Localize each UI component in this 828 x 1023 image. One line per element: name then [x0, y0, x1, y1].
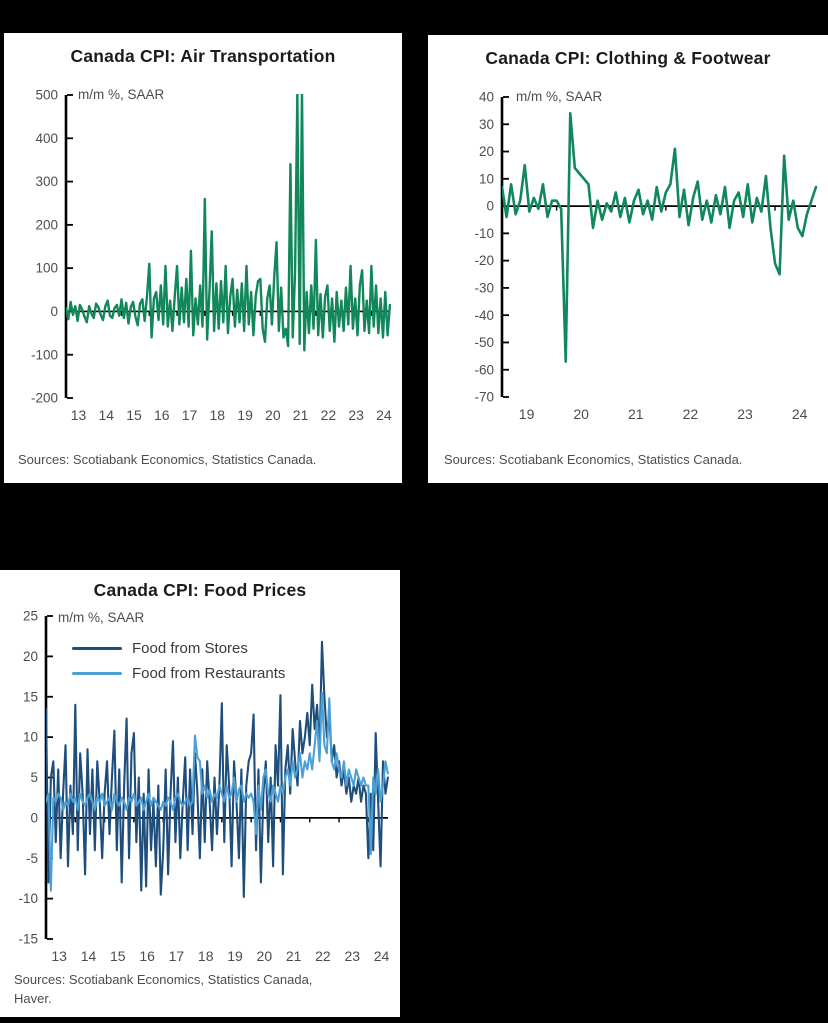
svg-text:15: 15 — [110, 948, 126, 964]
svg-text:19: 19 — [519, 406, 535, 422]
svg-text:-20: -20 — [474, 253, 494, 268]
clothing-footwear-panel: Canada CPI: Clothing & Footwear 40 30 20 10… — [428, 35, 828, 483]
svg-text:14: 14 — [98, 407, 114, 423]
legend: Food from Stores Food from Restaurants — [72, 636, 285, 686]
svg-text:21: 21 — [293, 407, 309, 423]
svg-text:0: 0 — [486, 199, 494, 214]
svg-text:13: 13 — [51, 948, 67, 964]
svg-text:24: 24 — [374, 948, 390, 964]
unit-label: m/m %, SAAR — [58, 610, 145, 625]
svg-text:0: 0 — [50, 304, 58, 319]
svg-text:-10: -10 — [474, 226, 494, 241]
svg-text:400: 400 — [35, 131, 58, 146]
food-restaurants-line-swatch — [72, 671, 122, 676]
svg-text:16: 16 — [154, 407, 170, 423]
legend-label: Food from Restaurants — [132, 665, 286, 682]
svg-text:20: 20 — [265, 407, 281, 423]
unit-label: m/m %, SAAR — [78, 87, 165, 102]
svg-text:20: 20 — [23, 649, 38, 664]
svg-text:-10: -10 — [18, 891, 38, 906]
svg-text:13: 13 — [71, 407, 87, 423]
svg-text:40: 40 — [479, 90, 494, 105]
chart-title: Canada CPI: Air Transportation — [70, 46, 336, 66]
food-prices-panel: Canada CPI: Food Prices 25 20 15 10 5 0 -5 -10 -… — [0, 570, 400, 1017]
svg-text:18: 18 — [210, 407, 226, 423]
food-stores-line-swatch — [72, 646, 122, 651]
svg-text:16: 16 — [139, 948, 155, 964]
svg-text:-60: -60 — [474, 362, 494, 377]
chart-title: Canada CPI: Food Prices — [93, 580, 307, 600]
svg-text:19: 19 — [227, 948, 243, 964]
air-transportation-chart: 500 400 300 200 100 0 -100 -200 13 14 15 16 17 18 19 20… — [31, 88, 392, 423]
svg-text:23: 23 — [344, 948, 360, 964]
svg-text:22: 22 — [321, 407, 337, 423]
chart-title: Canada CPI: Clothing & Footwear — [485, 48, 771, 68]
svg-text:-5: -5 — [26, 851, 38, 866]
svg-text:20: 20 — [257, 948, 273, 964]
svg-text:-200: -200 — [31, 391, 58, 406]
source-text: Sources: Scotiabank Economics, Statistic… — [444, 452, 743, 468]
svg-text:15: 15 — [126, 407, 142, 423]
svg-text:24: 24 — [792, 406, 808, 422]
svg-text:21: 21 — [628, 406, 644, 422]
svg-text:23: 23 — [348, 407, 364, 423]
svg-text:300: 300 — [35, 174, 58, 189]
source-text: Sources: Scotiabank Economics, Statistic… — [18, 452, 317, 468]
air-transportation-panel: Canada CPI: Air Transportation 500 400 300… — [4, 33, 402, 483]
svg-text:22: 22 — [315, 948, 331, 964]
svg-text:23: 23 — [737, 406, 753, 422]
svg-text:21: 21 — [286, 948, 302, 964]
svg-text:-15: -15 — [18, 932, 38, 947]
svg-text:30: 30 — [479, 117, 494, 132]
svg-text:500: 500 — [35, 88, 58, 103]
svg-text:18: 18 — [198, 948, 214, 964]
svg-text:25: 25 — [23, 609, 38, 624]
svg-text:-50: -50 — [474, 335, 494, 350]
svg-text:24: 24 — [376, 407, 392, 423]
svg-text:22: 22 — [683, 406, 699, 422]
clothing-footwear-chart: 40 30 20 10 0 -10 -20 -30 -40 -50 -60 -70 19 20 21 22 23… — [474, 90, 818, 422]
svg-text:10: 10 — [479, 171, 494, 186]
svg-text:-30: -30 — [474, 281, 494, 296]
svg-text:-70: -70 — [474, 390, 494, 405]
source-text: Sources: Scotiabank Economics, Statistic… — [14, 972, 313, 1007]
svg-text:15: 15 — [23, 689, 38, 704]
svg-text:17: 17 — [169, 948, 185, 964]
unit-label: m/m %, SAAR — [516, 89, 603, 104]
svg-text:100: 100 — [35, 261, 58, 276]
svg-text:20: 20 — [479, 144, 494, 159]
svg-text:-40: -40 — [474, 308, 494, 323]
food-prices-chart: 25 20 15 10 5 0 -5 -10 -15 13 14 15 16 17 18 19 20 21 22 23… — [18, 609, 390, 964]
svg-text:19: 19 — [237, 407, 253, 423]
legend-label: Food from Stores — [132, 640, 248, 657]
svg-text:-100: -100 — [31, 347, 58, 362]
svg-text:200: 200 — [35, 217, 58, 232]
svg-text:14: 14 — [81, 948, 97, 964]
svg-text:10: 10 — [23, 730, 38, 745]
legend-item-food-stores: Food from Stores — [72, 636, 285, 661]
svg-text:17: 17 — [182, 407, 198, 423]
svg-text:20: 20 — [573, 406, 589, 422]
legend-item-food-restaurants: Food from Restaurants — [72, 661, 285, 686]
svg-text:5: 5 — [30, 770, 38, 785]
svg-text:0: 0 — [30, 810, 38, 825]
